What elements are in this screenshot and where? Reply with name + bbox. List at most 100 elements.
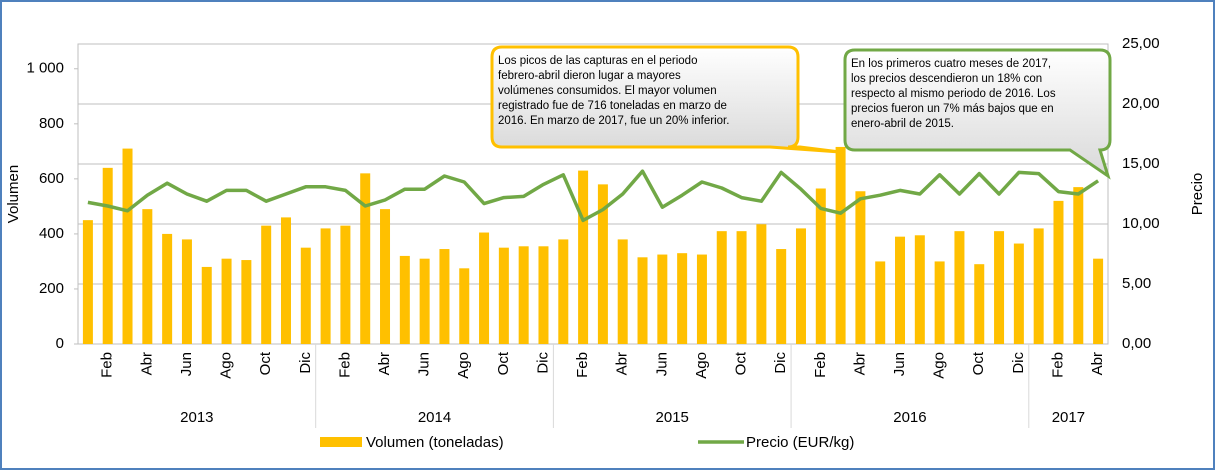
- bar: [241, 260, 252, 344]
- callout: Los picos de las capturas en el periodo f…: [490, 45, 841, 154]
- bar: [914, 235, 925, 344]
- y-tick-label: 800: [39, 115, 64, 132]
- x-tick-label: Ago: [693, 352, 710, 379]
- bar: [479, 232, 490, 344]
- bar: [1053, 200, 1064, 344]
- bar: [419, 258, 430, 344]
- callout-text: Los picos de las capturas en el periodo: [498, 55, 697, 67]
- bar: [221, 258, 232, 344]
- x-tick-label: Ago: [218, 352, 235, 379]
- x-tick-label: Feb: [574, 352, 591, 378]
- x-tick-label: Oct: [257, 351, 274, 375]
- callout-text: los precios descendieron un 18% con: [851, 73, 1042, 85]
- bar: [696, 254, 707, 344]
- price-line: [87, 169, 1100, 223]
- year-label: 2016: [893, 409, 926, 426]
- y-tick-label: 0: [56, 335, 64, 352]
- y-tick-label: 600: [39, 170, 64, 187]
- x-tick-label: Dic: [297, 352, 314, 374]
- callout-text: enero-abril de 2015.: [851, 118, 954, 130]
- bar: [776, 249, 787, 344]
- x-tick-label: Abr: [1089, 352, 1106, 375]
- y2-tick-label: 20,00: [1122, 95, 1160, 112]
- callout-text: En los primeros cuatro meses de 2017,: [851, 58, 1051, 70]
- bar: [181, 239, 192, 344]
- bar: [340, 225, 351, 344]
- callout-text: respecto al mismo periodo de 2016. Los: [851, 88, 1056, 100]
- bar: [756, 224, 767, 344]
- bar: [578, 170, 589, 344]
- y-tick-label: 1 000: [26, 60, 64, 77]
- year-label: 2014: [418, 409, 451, 426]
- year-label: 2017: [1052, 409, 1085, 426]
- x-tick-label: Feb: [99, 352, 116, 378]
- x-tick-label: Abr: [376, 352, 393, 375]
- x-tick-label: Dic: [772, 352, 789, 374]
- bar: [300, 247, 311, 344]
- bar: [538, 246, 549, 344]
- x-tick-label: Jun: [416, 352, 433, 376]
- bar: [1073, 187, 1084, 344]
- bar: [934, 261, 945, 344]
- bar: [974, 264, 985, 344]
- bar: [280, 217, 291, 344]
- y2-tick-label: 15,00: [1122, 155, 1160, 172]
- callout-box: [843, 48, 1112, 180]
- callout-box: [490, 45, 841, 154]
- bar: [597, 184, 608, 344]
- bar: [102, 167, 113, 344]
- bar: [736, 231, 747, 344]
- callout-text: volúmenes consumidos. El mayor volumen: [498, 85, 717, 97]
- bar: [1093, 258, 1104, 344]
- bar: [795, 228, 806, 344]
- bar: [835, 146, 846, 344]
- legend-label: Precio (EUR/kg): [746, 434, 854, 451]
- bar: [994, 231, 1005, 344]
- callout-text: registrado fue de 716 toneladas en marzo…: [498, 100, 727, 112]
- bar: [82, 220, 93, 344]
- legend-swatch: [320, 437, 362, 447]
- x-tick-label: Jun: [178, 352, 195, 376]
- x-tick-label: Dic: [534, 352, 551, 374]
- x-tick-label: Oct: [733, 351, 750, 375]
- bar: [657, 254, 668, 344]
- bar: [617, 239, 628, 344]
- bar: [459, 268, 470, 344]
- y-tick-label: 200: [39, 280, 64, 297]
- bar: [518, 246, 529, 344]
- callout-text: 2016. En marzo de 2017, fue un 20% infer…: [498, 115, 729, 127]
- y2-tick-label: 25,00: [1122, 35, 1160, 52]
- bar: [162, 233, 173, 344]
- y2-tick-label: 5,00: [1122, 275, 1151, 292]
- y2-tick-label: 10,00: [1122, 215, 1160, 232]
- x-tick-label: Jun: [891, 352, 908, 376]
- bar: [399, 255, 410, 344]
- x-tick-label: Ago: [931, 352, 948, 379]
- legend-label: Volumen (toneladas): [366, 434, 504, 451]
- bar: [716, 231, 727, 344]
- x-tick-label: Abr: [138, 352, 155, 375]
- callout-text: febrero-abril dieron lugar a mayores: [498, 70, 681, 82]
- x-tick-label: Oct: [495, 351, 512, 375]
- bar: [380, 209, 391, 344]
- bar: [122, 148, 133, 344]
- x-tick-label: Feb: [336, 352, 353, 378]
- bar: [1013, 243, 1024, 344]
- bar: [637, 257, 648, 344]
- callout-text: precios fueron un 7% más bajos que en: [851, 103, 1054, 115]
- y-tick-label: 400: [39, 225, 64, 242]
- bar: [954, 231, 965, 344]
- bar: [439, 249, 450, 344]
- bar: [558, 239, 569, 344]
- callout: En los primeros cuatro meses de 2017, los…: [843, 48, 1112, 180]
- bar: [1033, 228, 1044, 344]
- x-tick-label: Ago: [455, 352, 472, 379]
- bar: [320, 228, 331, 344]
- x-tick-label: Jun: [653, 352, 670, 376]
- x-tick-label: Feb: [812, 352, 829, 378]
- x-tick-label: Abr: [614, 352, 631, 375]
- y2-tick-label: 0,00: [1122, 335, 1151, 352]
- bar: [855, 191, 866, 344]
- y-axis-label: Volumen: [5, 165, 22, 223]
